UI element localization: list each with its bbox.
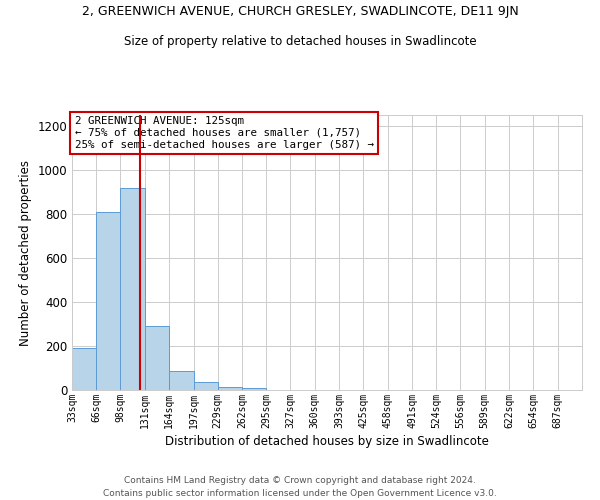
Text: 2 GREENWICH AVENUE: 125sqm
← 75% of detached houses are smaller (1,757)
25% of s: 2 GREENWICH AVENUE: 125sqm ← 75% of deta… — [74, 116, 374, 150]
Bar — [194, 382, 218, 390]
Bar — [72, 348, 97, 390]
Bar — [145, 326, 169, 390]
Bar — [242, 388, 266, 390]
Text: Size of property relative to detached houses in Swadlincote: Size of property relative to detached ho… — [124, 35, 476, 48]
Bar — [218, 386, 242, 390]
Y-axis label: Number of detached properties: Number of detached properties — [19, 160, 32, 346]
Text: Contains HM Land Registry data © Crown copyright and database right 2024.
Contai: Contains HM Land Registry data © Crown c… — [103, 476, 497, 498]
Bar — [169, 372, 194, 390]
Text: 2, GREENWICH AVENUE, CHURCH GRESLEY, SWADLINCOTE, DE11 9JN: 2, GREENWICH AVENUE, CHURCH GRESLEY, SWA… — [82, 5, 518, 18]
Bar — [97, 212, 121, 390]
Bar — [120, 188, 145, 390]
Text: Distribution of detached houses by size in Swadlincote: Distribution of detached houses by size … — [165, 435, 489, 448]
